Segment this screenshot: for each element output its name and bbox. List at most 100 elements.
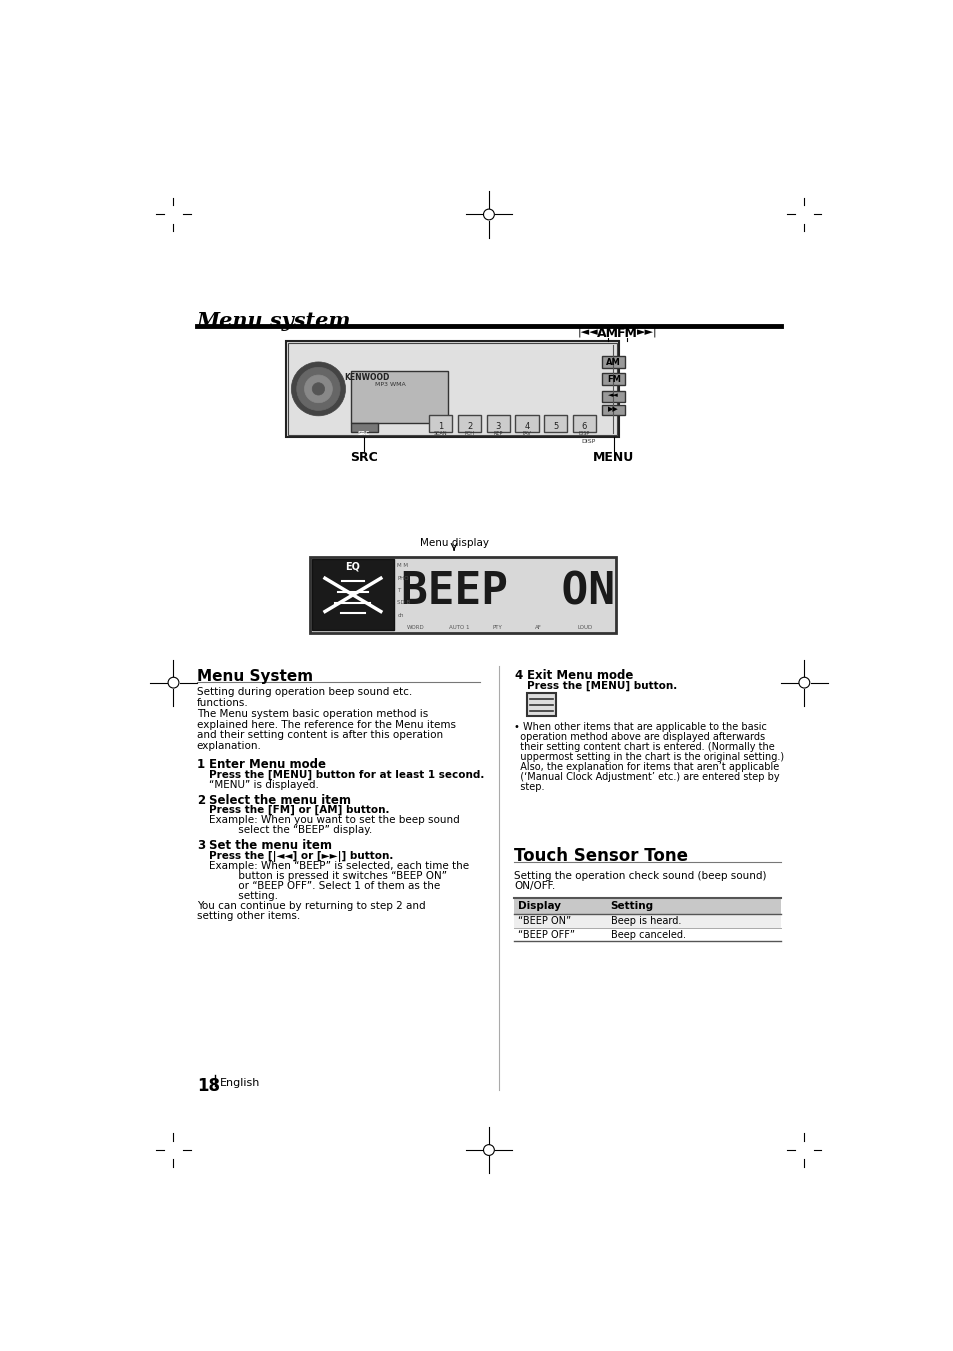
Text: FAV: FAV xyxy=(522,431,531,436)
Bar xyxy=(601,405,624,416)
Text: operation method above are displayed afterwards: operation method above are displayed aft… xyxy=(514,732,765,742)
Text: and their setting content is after this operation: and their setting content is after this … xyxy=(196,731,442,740)
Bar xyxy=(515,416,537,432)
Bar xyxy=(429,416,452,432)
Text: ◄◄: ◄◄ xyxy=(608,392,618,399)
Text: Exit Menu mode: Exit Menu mode xyxy=(526,669,633,682)
Text: T: T xyxy=(397,588,400,593)
Text: Setting the operation check sound (beep sound): Setting the operation check sound (beep … xyxy=(514,870,766,881)
Bar xyxy=(351,370,447,423)
Text: 18: 18 xyxy=(196,1077,219,1094)
Text: explanation.: explanation. xyxy=(196,742,261,751)
Bar xyxy=(457,416,480,432)
Text: Example: When you want to set the beep sound: Example: When you want to set the beep s… xyxy=(209,815,459,825)
Text: PCH: PCH xyxy=(464,431,474,436)
Text: SRC: SRC xyxy=(350,451,377,463)
Text: step.: step. xyxy=(514,782,544,792)
Bar xyxy=(312,559,394,631)
Text: FM: FM xyxy=(616,327,637,340)
Bar xyxy=(351,423,377,432)
Text: Press the [|◄◄] or [►►|] button.: Press the [|◄◄] or [►►|] button. xyxy=(209,851,393,862)
Text: KENWOOD: KENWOOD xyxy=(344,373,390,382)
Bar xyxy=(543,416,567,432)
Text: 3: 3 xyxy=(196,839,205,852)
Text: 1: 1 xyxy=(196,758,205,771)
Text: 2: 2 xyxy=(466,422,472,431)
Text: uppermost setting in the chart is the original setting.): uppermost setting in the chart is the or… xyxy=(514,753,783,762)
Text: PTY: PTY xyxy=(492,624,501,630)
Text: SRC: SRC xyxy=(357,431,370,436)
Text: functions.: functions. xyxy=(196,698,248,708)
Text: Press the [MENU] button for at least 1 second.: Press the [MENU] button for at least 1 s… xyxy=(209,770,484,780)
Text: Set the menu item: Set the menu item xyxy=(209,839,332,852)
Text: (‘Manual Clock Adjustment’ etc.) are entered step by: (‘Manual Clock Adjustment’ etc.) are ent… xyxy=(514,771,780,782)
Circle shape xyxy=(312,382,324,394)
Text: Setting during operation beep sound etc.: Setting during operation beep sound etc. xyxy=(196,688,412,697)
Text: Select the menu item: Select the menu item xyxy=(209,793,351,807)
Text: MENU: MENU xyxy=(593,451,634,463)
Bar xyxy=(514,913,781,928)
Bar xyxy=(514,898,781,913)
Text: Beep canceled.: Beep canceled. xyxy=(610,929,685,940)
Circle shape xyxy=(291,362,345,416)
Text: AM: AM xyxy=(597,327,618,340)
Text: ►►|: ►►| xyxy=(636,327,657,338)
Text: or “BEEP OFF”. Select 1 of them as the: or “BEEP OFF”. Select 1 of them as the xyxy=(209,881,440,890)
Text: • When other items that are applicable to the basic: • When other items that are applicable t… xyxy=(514,721,766,732)
Text: BEEP  ON: BEEP ON xyxy=(400,571,614,613)
Text: Enter Menu mode: Enter Menu mode xyxy=(209,758,326,771)
Text: ch: ch xyxy=(397,612,403,617)
Circle shape xyxy=(304,376,332,403)
Bar xyxy=(310,557,616,632)
Text: Setting: Setting xyxy=(610,901,653,912)
Text: 1: 1 xyxy=(437,422,443,431)
Text: Menu system: Menu system xyxy=(196,311,351,331)
Bar xyxy=(286,340,618,436)
Text: setting.: setting. xyxy=(209,890,278,901)
Text: LOUD: LOUD xyxy=(577,624,592,630)
Text: setting other items.: setting other items. xyxy=(196,911,299,920)
Bar xyxy=(526,693,556,716)
Text: Menu System: Menu System xyxy=(196,669,313,684)
Text: English: English xyxy=(220,1078,260,1089)
Text: EQ: EQ xyxy=(345,562,360,571)
Bar xyxy=(601,357,624,369)
Text: Beep is heard.: Beep is heard. xyxy=(610,916,680,925)
Text: SD B: SD B xyxy=(397,600,410,605)
Text: Press the [FM] or [AM] button.: Press the [FM] or [AM] button. xyxy=(209,805,389,816)
Circle shape xyxy=(296,367,340,411)
Bar xyxy=(601,373,624,385)
Text: explained here. The reference for the Menu items: explained here. The reference for the Me… xyxy=(196,720,456,730)
Text: Touch Sensor Tone: Touch Sensor Tone xyxy=(514,847,688,866)
Text: AM: AM xyxy=(606,358,620,366)
Text: AF: AF xyxy=(534,624,541,630)
Text: 3: 3 xyxy=(495,422,500,431)
Text: 4: 4 xyxy=(524,422,529,431)
Text: FM: FM xyxy=(606,374,620,384)
Text: |◄◄: |◄◄ xyxy=(578,327,598,338)
Bar xyxy=(288,343,617,435)
Text: MP3 WMA: MP3 WMA xyxy=(375,382,405,388)
Text: ▶▶: ▶▶ xyxy=(608,407,618,412)
Text: Example: When “BEEP” is selected, each time the: Example: When “BEEP” is selected, each t… xyxy=(209,861,469,870)
Text: button is pressed it switches “BEEP ON”: button is pressed it switches “BEEP ON” xyxy=(209,870,447,881)
Text: Menu display: Menu display xyxy=(419,538,488,549)
Text: their setting content chart is entered. (Normally the: their setting content chart is entered. … xyxy=(514,742,775,753)
Text: DISP: DISP xyxy=(578,431,589,436)
Text: DISP: DISP xyxy=(580,439,595,444)
Text: 6: 6 xyxy=(581,422,586,431)
Text: 4: 4 xyxy=(514,669,522,682)
Text: “MENU” is displayed.: “MENU” is displayed. xyxy=(209,780,318,790)
Text: Display: Display xyxy=(517,901,560,912)
Text: AUTO 1: AUTO 1 xyxy=(449,624,470,630)
Text: Also, the explanation for items that aren’t applicable: Also, the explanation for items that are… xyxy=(514,762,779,771)
Text: ON/OFF.: ON/OFF. xyxy=(514,881,556,892)
Text: The Menu system basic operation method is: The Menu system basic operation method i… xyxy=(196,709,428,719)
Text: select the “BEEP” display.: select the “BEEP” display. xyxy=(209,825,372,835)
Text: 2: 2 xyxy=(196,793,205,807)
Bar xyxy=(572,416,596,432)
Text: REP: REP xyxy=(493,431,502,436)
Text: “BEEP OFF”: “BEEP OFF” xyxy=(517,929,574,940)
Text: “BEEP ON”: “BEEP ON” xyxy=(517,916,570,925)
Text: You can continue by returning to step 2 and: You can continue by returning to step 2 … xyxy=(196,901,425,911)
